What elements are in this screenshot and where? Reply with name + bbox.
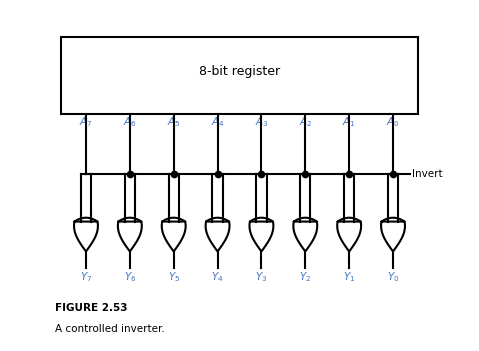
Text: $Y_{0}$: $Y_{0}$ [387,270,399,284]
Text: $Y_{4}$: $Y_{4}$ [211,270,224,284]
Text: Invert: Invert [412,168,443,179]
Text: $Y_{6}$: $Y_{6}$ [124,270,136,284]
Text: 8-bit register: 8-bit register [199,65,280,78]
Text: $A_{0}$: $A_{0}$ [386,115,400,130]
Text: $A_{5}$: $A_{5}$ [167,115,181,130]
Text: $Y_{7}$: $Y_{7}$ [80,270,92,284]
Text: FIGURE 2.53: FIGURE 2.53 [55,303,128,313]
Text: $A_{2}$: $A_{2}$ [298,115,312,130]
Text: $A_{4}$: $A_{4}$ [211,115,225,130]
Text: $A_{6}$: $A_{6}$ [123,115,137,130]
Text: A controlled inverter.: A controlled inverter. [55,324,165,334]
Text: $A_{1}$: $A_{1}$ [342,115,356,130]
Text: $Y_{1}$: $Y_{1}$ [343,270,355,284]
Text: $Y_{3}$: $Y_{3}$ [255,270,268,284]
Text: $Y_{2}$: $Y_{2}$ [299,270,311,284]
Text: $A_{3}$: $A_{3}$ [254,115,268,130]
Text: $A_{7}$: $A_{7}$ [79,115,93,130]
Text: $Y_{5}$: $Y_{5}$ [168,270,180,284]
Bar [61,37,418,114]
